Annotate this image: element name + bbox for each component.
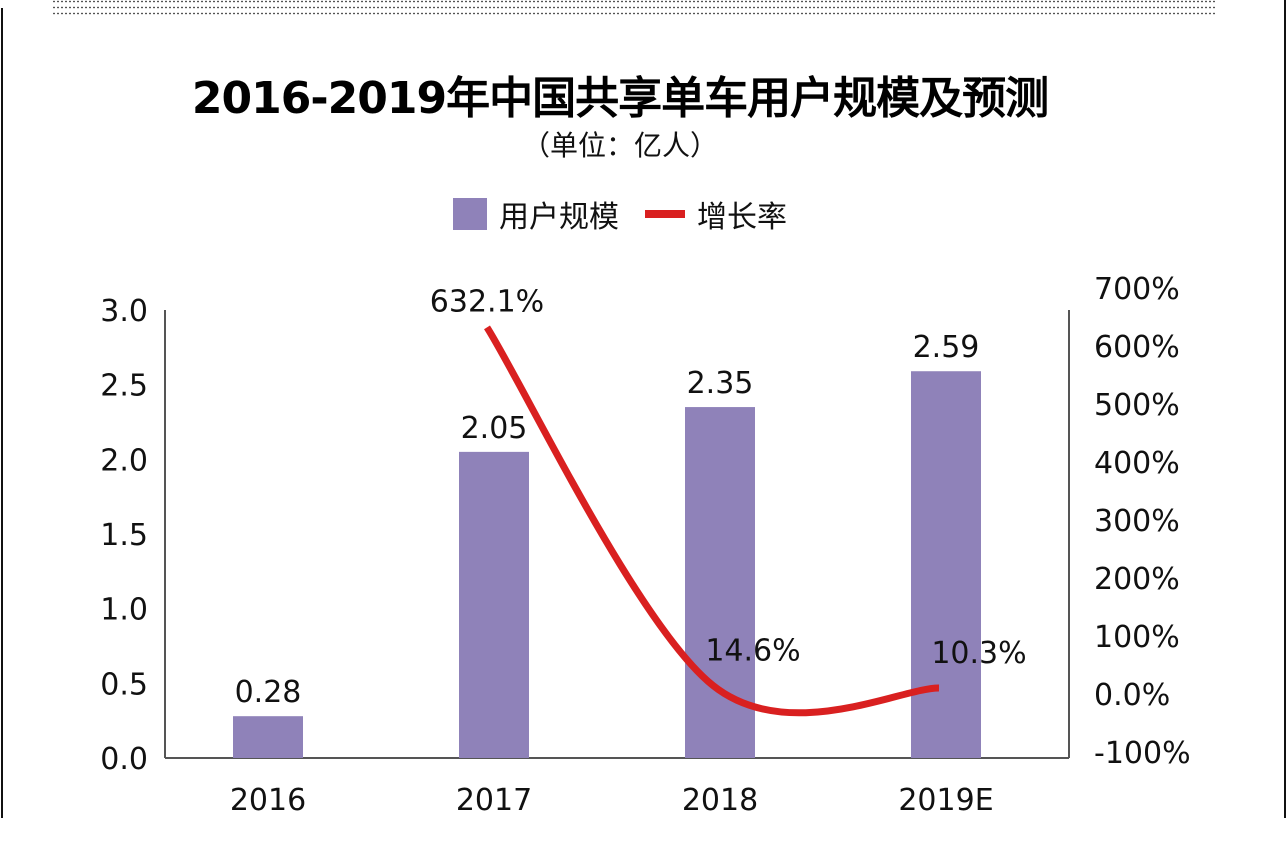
left-axis-tick-label: 1.5 (100, 518, 148, 553)
decorative-dotted-border (26, 0, 1216, 16)
right-axis-tick-label: 100% (1094, 620, 1180, 655)
legend: 用户规模 增长率 (0, 192, 1240, 236)
bar-value-label: 2.05 (461, 411, 528, 446)
legend-bar-swatch-icon (453, 198, 487, 230)
left-axis-tick-label: 2.5 (100, 369, 148, 404)
right-axis-tick-label: 400% (1094, 446, 1180, 481)
legend-item-growth: 增长率 (629, 192, 787, 236)
data-labels: 0.28 2.05 2.35 2.59 632.1% 14.6% 10.3% (235, 284, 1027, 710)
legend-item-users: 用户规模 (453, 192, 619, 236)
bar-value-label: 2.35 (687, 366, 754, 401)
growth-value-label: 10.3% (931, 636, 1026, 671)
bar-2017 (459, 451, 529, 758)
frame-left-border (1, 8, 3, 818)
legend-line-swatch-icon (645, 210, 685, 218)
right-axis-tick-label: 600% (1094, 330, 1180, 365)
x-axis-tick-label: 2018 (682, 783, 758, 818)
right-axis-tick-label: -100% (1094, 736, 1191, 771)
left-axis-tick-label: 1.0 (100, 593, 148, 628)
left-axis-tick-label: 3.0 (100, 294, 148, 329)
bar-2016 (233, 716, 303, 758)
growth-rate-line (484, 325, 940, 717)
left-axis-tick-label: 2.0 (100, 443, 148, 478)
growth-value-label: 632.1% (430, 284, 544, 319)
legend-label-users: 用户规模 (499, 200, 619, 235)
bar-value-label: 0.28 (235, 675, 302, 710)
chart-subtitle: （单位：亿人） (521, 129, 718, 162)
right-axis-tick-label: 0.0% (1094, 678, 1170, 713)
growth-line-group (484, 325, 940, 717)
left-axis-tick-label: 0.5 (100, 667, 148, 702)
bar-2019E (911, 371, 981, 758)
chart-title: 2016-2019年中国共享单车用户规模及预测 (191, 73, 1049, 124)
x-axis-tick-label: 2017 (456, 783, 532, 818)
right-axis-tick-label: 300% (1094, 504, 1180, 539)
x-axis-tick-label: 2016 (230, 783, 306, 818)
right-axis-tick-label: 500% (1094, 388, 1180, 423)
bar-value-label: 2.59 (913, 330, 980, 365)
left-axis-tick-label: 0.0 (100, 742, 148, 777)
x-axis-tick-label: 2019E (898, 783, 993, 818)
frame-right-border (1284, 0, 1286, 818)
right-axis-tick-label: 200% (1094, 562, 1180, 597)
right-axis-tick-label: 700% (1094, 272, 1180, 307)
legend-label-growth: 增长率 (697, 200, 787, 235)
tick-labels: 0.0 0.5 1.0 1.5 2.0 2.5 3.0 -100% 0.0% 100% 200% 30… (100, 272, 1190, 818)
growth-value-label: 14.6% (705, 634, 800, 669)
